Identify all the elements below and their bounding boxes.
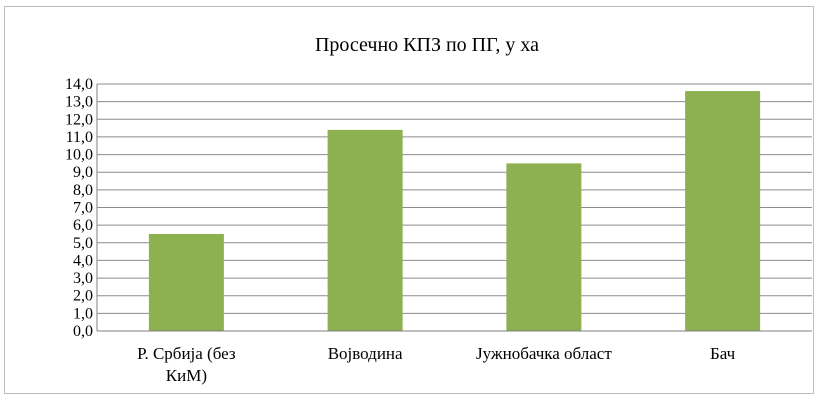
bar — [327, 129, 403, 331]
x-axis-labels: Р. Србија (без КиМ) Војводина Јужнобачка об… — [137, 344, 736, 385]
y-tick-label: 11,0 — [66, 129, 93, 146]
bar — [685, 91, 761, 331]
y-tick-label: 2,0 — [73, 288, 93, 305]
y-axis-ticks: 0,01,02,03,04,05,06,07,08,09,010,011,012… — [65, 76, 93, 340]
y-tick-label: 12,0 — [65, 111, 93, 128]
bar — [148, 233, 224, 331]
bar — [506, 163, 582, 331]
y-tick-label: 0,0 — [73, 323, 93, 340]
y-tick-label: 3,0 — [73, 270, 93, 287]
y-tick-label: 14,0 — [65, 76, 93, 93]
x-category-label: Р. Србија (без КиМ) — [137, 344, 236, 385]
y-tick-label: 8,0 — [73, 182, 93, 199]
y-tick-label: 10,0 — [65, 147, 93, 164]
bars — [148, 91, 761, 331]
x-category-label: Војводина — [328, 344, 403, 363]
chart-title: Просечно КПЗ по ПГ, у ха — [315, 34, 539, 56]
y-tick-label: 4,0 — [73, 252, 93, 269]
y-tick-label: 9,0 — [73, 164, 93, 181]
chart-frame — [4, 6, 814, 394]
y-tick-label: 6,0 — [73, 217, 93, 234]
x-category-label: Јужнобачка област — [476, 344, 612, 363]
y-tick-label: 7,0 — [73, 200, 93, 217]
y-tick-label: 5,0 — [73, 235, 93, 252]
x-category-label: Бач — [710, 344, 736, 363]
y-tick-label: 13,0 — [65, 94, 93, 111]
y-tick-label: 1,0 — [73, 305, 93, 322]
